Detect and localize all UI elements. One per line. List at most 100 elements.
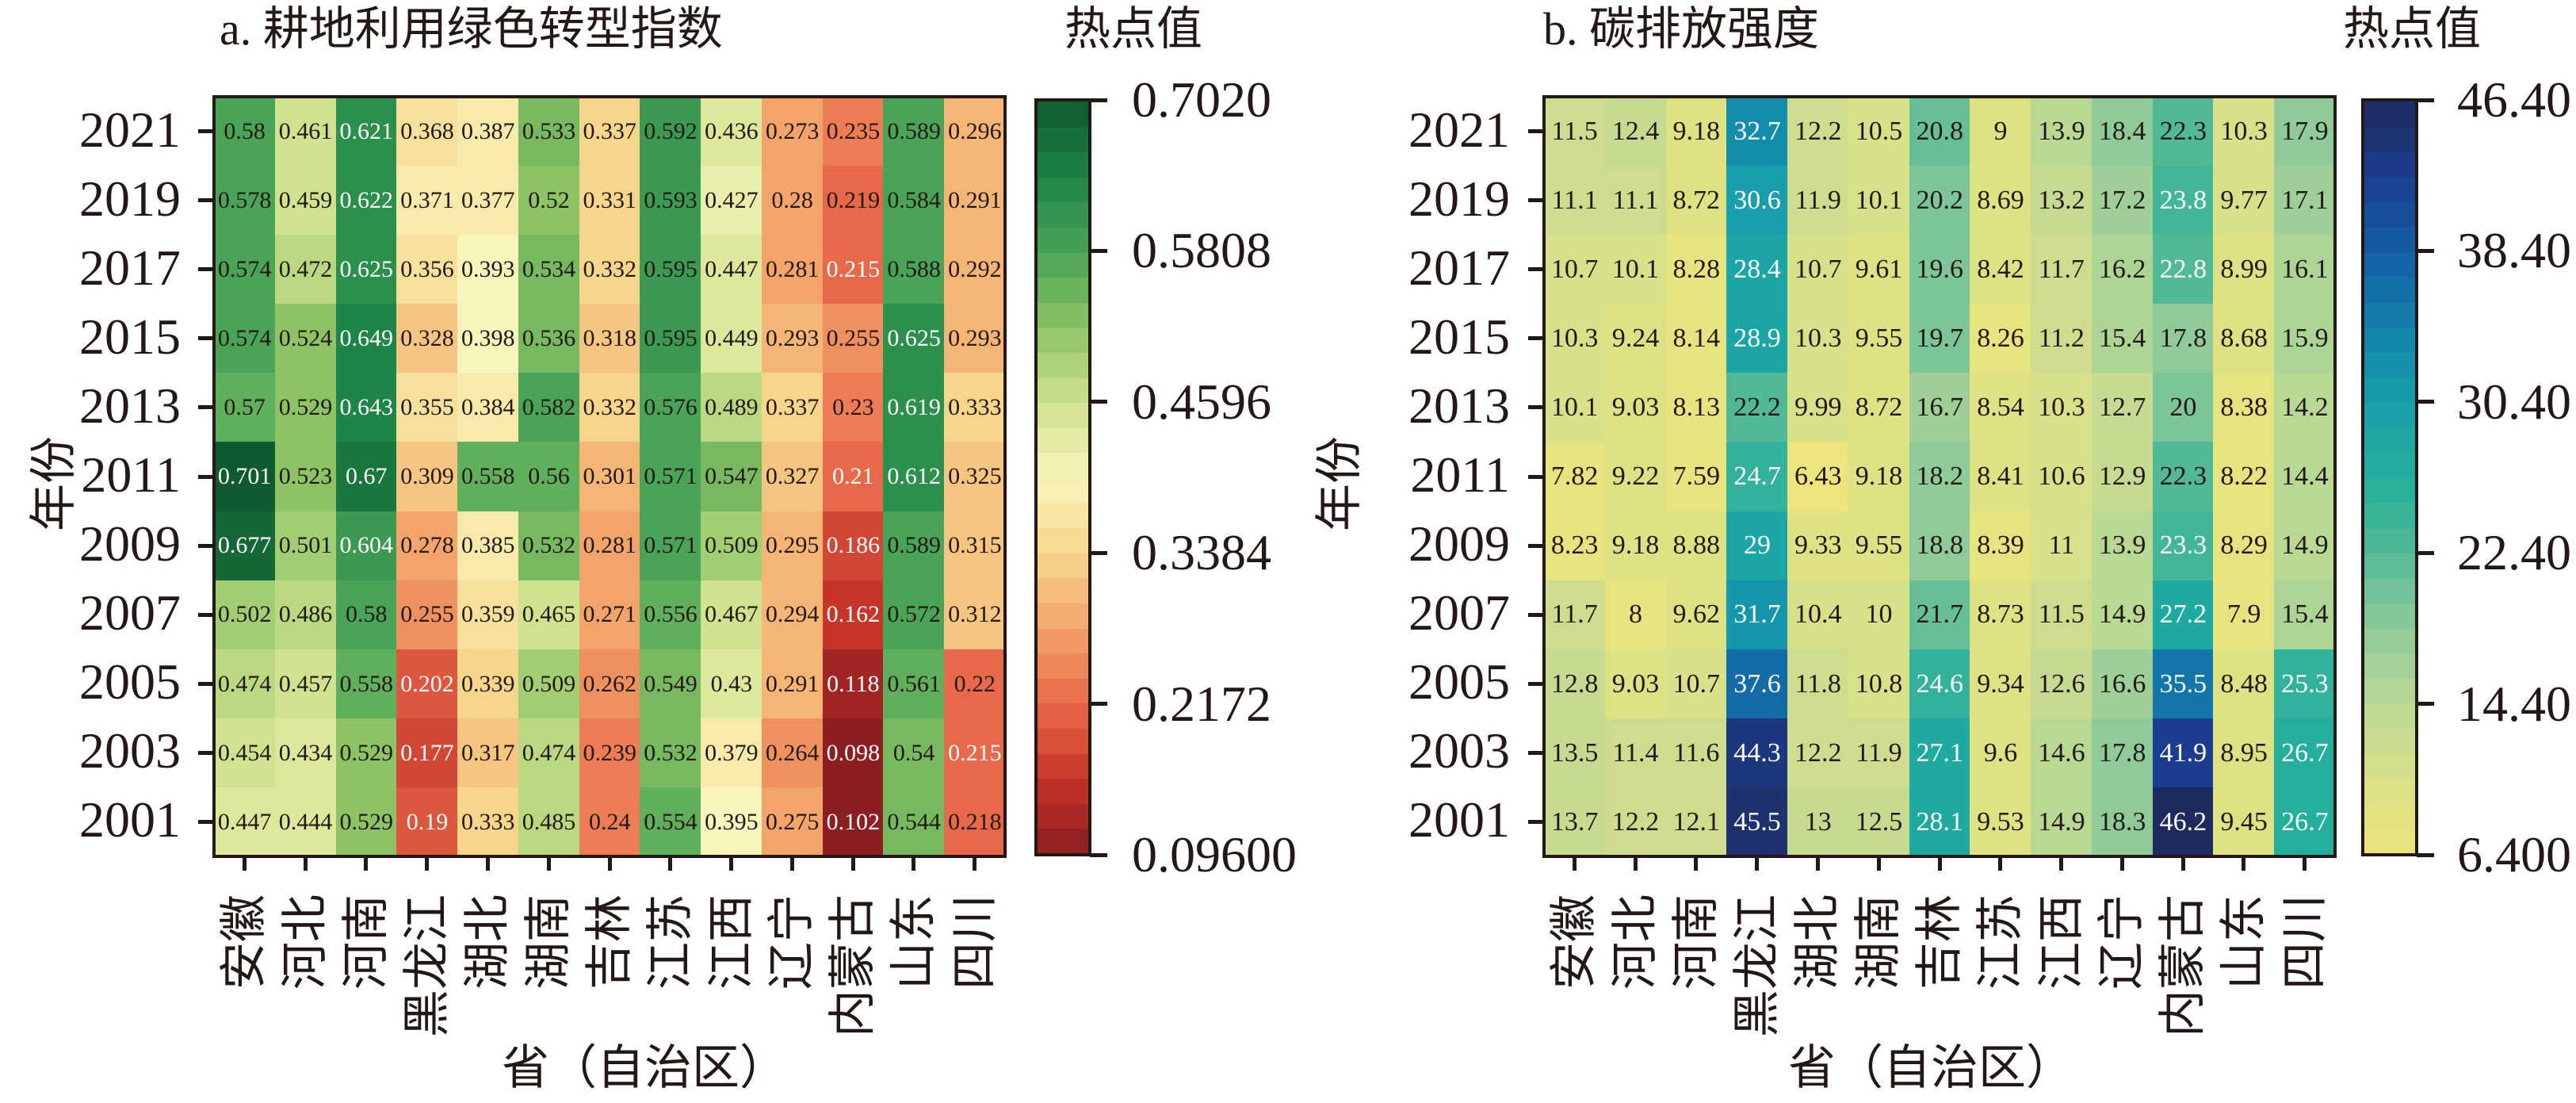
heatmap-cell: 0.578 — [214, 166, 276, 236]
colorbar-tick-label: 38.40 — [2457, 222, 2571, 279]
heatmap-cell: 46.2 — [2152, 787, 2215, 857]
heatmap-cell: 8 — [1604, 580, 1667, 650]
y-tick-label: 2021 — [79, 101, 181, 158]
colorbar-step — [2364, 502, 2415, 529]
heatmap-cell: 0.52 — [518, 166, 580, 236]
x-tick-label: 江西 — [705, 894, 758, 990]
heatmap-cell: 10.6 — [2031, 442, 2093, 512]
colorbar-step — [2364, 176, 2415, 203]
heatmap-cell: 11 — [2031, 511, 2093, 581]
colorbar-step — [2364, 703, 2415, 729]
heatmap-cell: 9.24 — [1604, 304, 1667, 373]
heatmap-cell: 0.278 — [396, 511, 458, 581]
panel-a-title: a. 耕地利用绿色转型指数 — [220, 3, 723, 55]
heatmap-cell: 0.312 — [944, 580, 1006, 650]
colorbar-tick-label: 0.2172 — [1132, 675, 1271, 732]
heatmap-cell: 0.339 — [457, 649, 519, 719]
heatmap-cell: 0.291 — [944, 166, 1006, 236]
heatmap-cell: 0.262 — [579, 649, 640, 719]
colorbar-step — [1038, 277, 1088, 303]
x-tick-label: 湖北 — [461, 894, 514, 990]
colorbar-tick-mark — [1090, 852, 1107, 857]
heatmap-cell: 0.273 — [761, 97, 824, 167]
heatmap-cell: 0.22 — [944, 649, 1006, 719]
heatmap-cell: 11.6 — [1665, 718, 1727, 788]
heatmap-cell: 8.22 — [2213, 442, 2275, 512]
heatmap-cell: 32.7 — [1726, 97, 1788, 167]
y-tick-label: 2009 — [79, 515, 181, 573]
y-tick-mark — [198, 474, 214, 479]
heatmap-cell: 0.368 — [396, 97, 458, 167]
heatmap-cell: 0.325 — [944, 442, 1006, 512]
heatmap-cell: 0.595 — [640, 235, 701, 304]
heatmap-cell: 18.3 — [2091, 787, 2154, 857]
x-tick-mark — [789, 856, 794, 871]
y-tick-mark — [198, 612, 214, 617]
colorbar-tick-label: 46.40 — [2457, 71, 2571, 128]
heatmap-cell: 9.53 — [1970, 787, 2031, 857]
heatmap-cell: 0.215 — [822, 235, 885, 304]
heatmap-cell: 0.301 — [579, 442, 640, 512]
colorbar-step — [2364, 227, 2415, 253]
heatmap-cell: 23.8 — [2152, 166, 2215, 236]
x-tick-label: 内蒙古 — [827, 894, 880, 1037]
heatmap-cell: 11.1 — [1544, 166, 1606, 236]
heatmap-cell: 0.255 — [396, 580, 458, 650]
x-tick-label: 江苏 — [644, 894, 697, 990]
heatmap-cell: 9.03 — [1604, 649, 1667, 719]
colorbar-step — [2364, 251, 2415, 278]
heatmap-cell: 0.162 — [822, 580, 885, 650]
colorbar-step — [2364, 126, 2415, 153]
colorbar-step — [2364, 552, 2415, 579]
heatmap-cell: 11.5 — [1544, 97, 1606, 167]
heatmap-cell: 7.59 — [1665, 442, 1727, 512]
heatmap-cell: 0.177 — [396, 718, 458, 788]
heatmap-cell: 8.48 — [2213, 649, 2275, 719]
y-tick-label: 2005 — [1408, 653, 1510, 710]
heatmap-cell: 0.398 — [457, 304, 519, 373]
colorbar-step — [1038, 577, 1088, 603]
heatmap-cell: 11.2 — [2031, 304, 2093, 373]
heatmap-cell: 0.291 — [761, 649, 824, 719]
heatmap-cell: 0.118 — [822, 649, 885, 719]
colorbar-step — [1038, 703, 1088, 729]
y-tick-label: 2015 — [1408, 308, 1510, 365]
colorbar-step — [2364, 828, 2415, 853]
x-tick-label: 江苏 — [1974, 894, 2027, 990]
colorbar-tick-label: 30.40 — [2457, 373, 2571, 430]
x-tick-mark — [2180, 856, 2185, 871]
heatmap-cell: 0.359 — [457, 580, 519, 650]
heatmap-cell: 8.72 — [1665, 166, 1727, 236]
y-tick-mark — [1528, 543, 1544, 548]
heatmap-cell: 0.589 — [883, 511, 945, 581]
heatmap-cell: 12.4 — [1604, 97, 1667, 167]
y-tick-label: 2015 — [79, 308, 181, 365]
heatmap-cell: 0.589 — [883, 97, 945, 167]
heatmap-cell: 0.371 — [396, 166, 458, 236]
heatmap-cell: 0.24 — [579, 787, 640, 857]
panel-b-title: b. 碳排放强度 — [1543, 3, 1820, 55]
colorbar-step — [1038, 527, 1088, 553]
y-tick-mark — [1528, 681, 1544, 686]
colorbar-step — [2364, 427, 2415, 454]
heatmap-cell: 13 — [1787, 787, 1849, 857]
heatmap-cell: 9.77 — [2213, 166, 2275, 236]
heatmap-cell: 0.327 — [761, 442, 824, 512]
y-tick-mark — [1528, 129, 1544, 134]
heatmap-cell: 24.6 — [1909, 649, 1970, 719]
heatmap-cell: 8.14 — [1665, 304, 1727, 373]
colorbar-step — [1038, 728, 1088, 754]
heatmap-cell: 0.529 — [335, 718, 397, 788]
x-tick-mark — [303, 856, 308, 871]
heatmap-cell: 10.7 — [1665, 649, 1727, 719]
heatmap-cell: 0.427 — [701, 166, 762, 236]
heatmap-cell: 0.501 — [274, 511, 337, 581]
heatmap-cell: 0.309 — [396, 442, 458, 512]
x-tick-mark — [425, 856, 430, 871]
heatmap-cell: 0.532 — [518, 511, 580, 581]
heatmap-cell: 12.9 — [2091, 442, 2154, 512]
heatmap-cell: 8.42 — [1970, 235, 2031, 304]
panel-b-colorbar-title: 热点值 — [2343, 3, 2482, 55]
colorbar-step — [1038, 101, 1088, 128]
x-tick-mark — [546, 856, 551, 871]
